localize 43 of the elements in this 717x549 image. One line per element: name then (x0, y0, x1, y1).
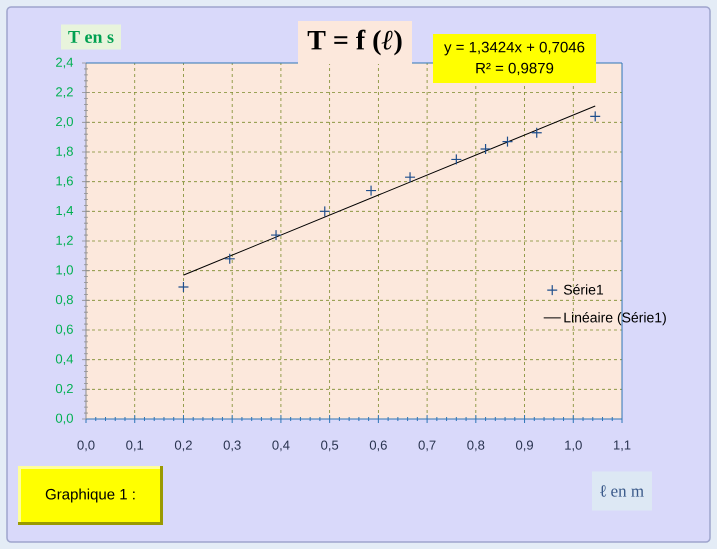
y-tick-label: 1,0 (56, 265, 73, 276)
y-axis-title: T en s (68, 31, 114, 43)
y-tick-label: 0,0 (56, 414, 73, 424)
chart-title: T = f (ℓ) (308, 30, 402, 56)
point (450, 154, 462, 166)
x-tick-label: 0,6 (370, 440, 387, 452)
x-tick-label: 0,8 (467, 440, 484, 452)
y-tick-label: 1,8 (56, 146, 73, 158)
point (480, 143, 492, 155)
y-tick-label: 1,4 (56, 206, 74, 217)
x-tick-label: 1,1 (614, 440, 630, 452)
x-tick-label: 0,3 (224, 440, 241, 452)
point (404, 172, 416, 183)
x-tick-label: 0,5 (321, 440, 338, 452)
y-tick-label: 2,4 (56, 58, 74, 68)
point (531, 127, 542, 138)
x-tick-label: 0,2 (174, 440, 192, 452)
annotation: R² = 0,9879 (476, 62, 554, 76)
x-tick-label: 0,7 (418, 440, 436, 452)
point (590, 110, 601, 122)
point (270, 229, 282, 241)
x-tick-label: 0,4 (272, 440, 290, 452)
y-tick-label: 0,8 (56, 294, 73, 306)
point (319, 206, 330, 217)
x-tick-label: 0,1 (126, 440, 144, 452)
y-tick-label: 2,2 (56, 87, 73, 98)
x-axis-title: ℓ en m (600, 485, 644, 497)
y-tick-label: 0,6 (56, 324, 73, 336)
point (224, 253, 236, 264)
x-tick-label: 0,0 (77, 440, 95, 452)
y-tick-label: 2,0 (56, 116, 73, 128)
point (502, 136, 514, 148)
y-tick-label: 1,2 (56, 236, 73, 246)
y-tick-label: 0,4 (56, 354, 74, 366)
y-tick-label: 0,2 (56, 384, 73, 395)
y-tick-label: 1,6 (56, 176, 73, 188)
point (178, 281, 190, 293)
text: y = 1,3424x + 0,7046 (444, 42, 584, 56)
legend-label: Série1 (564, 284, 604, 295)
point (365, 184, 377, 196)
x-tick-label: 0,9 (516, 440, 533, 452)
text: Graphique 1 : (46, 488, 135, 502)
x-tick-label: 1,0 (565, 440, 582, 452)
